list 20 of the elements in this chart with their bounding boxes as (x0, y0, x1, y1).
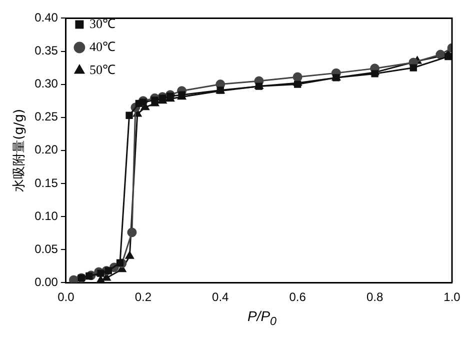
legend-label: 50℃ (89, 62, 116, 77)
y-tick-label: 0.25 (34, 110, 58, 124)
x-tick-label: 0.4 (212, 290, 230, 304)
x-axis-title: P/P$_{0}$ (246, 308, 278, 328)
x-tick-label: 0.8 (366, 290, 384, 304)
y-tick-label: 0.00 (34, 274, 58, 289)
y-axis-title: 水吸附量(g/g) (12, 108, 28, 192)
y-tick-label: 0.30 (34, 76, 58, 91)
x-tick-label: 0.6 (289, 290, 306, 304)
x-tick-label: 0.0 (58, 290, 75, 304)
legend-label: 40℃ (89, 38, 116, 54)
y-tick-label: 0.20 (34, 142, 58, 157)
y-tick-label: 0.35 (34, 44, 58, 58)
y-tick-label: 0.05 (34, 242, 58, 256)
y-tick-label: 0.10 (34, 208, 58, 223)
legend-label: 30℃ (89, 16, 116, 31)
y-tick-label: 0.40 (34, 10, 58, 25)
x-tick-label: 1.0 (444, 290, 461, 304)
x-tick-label: 0.2 (134, 290, 152, 304)
y-tick-label: 0.15 (34, 176, 58, 190)
